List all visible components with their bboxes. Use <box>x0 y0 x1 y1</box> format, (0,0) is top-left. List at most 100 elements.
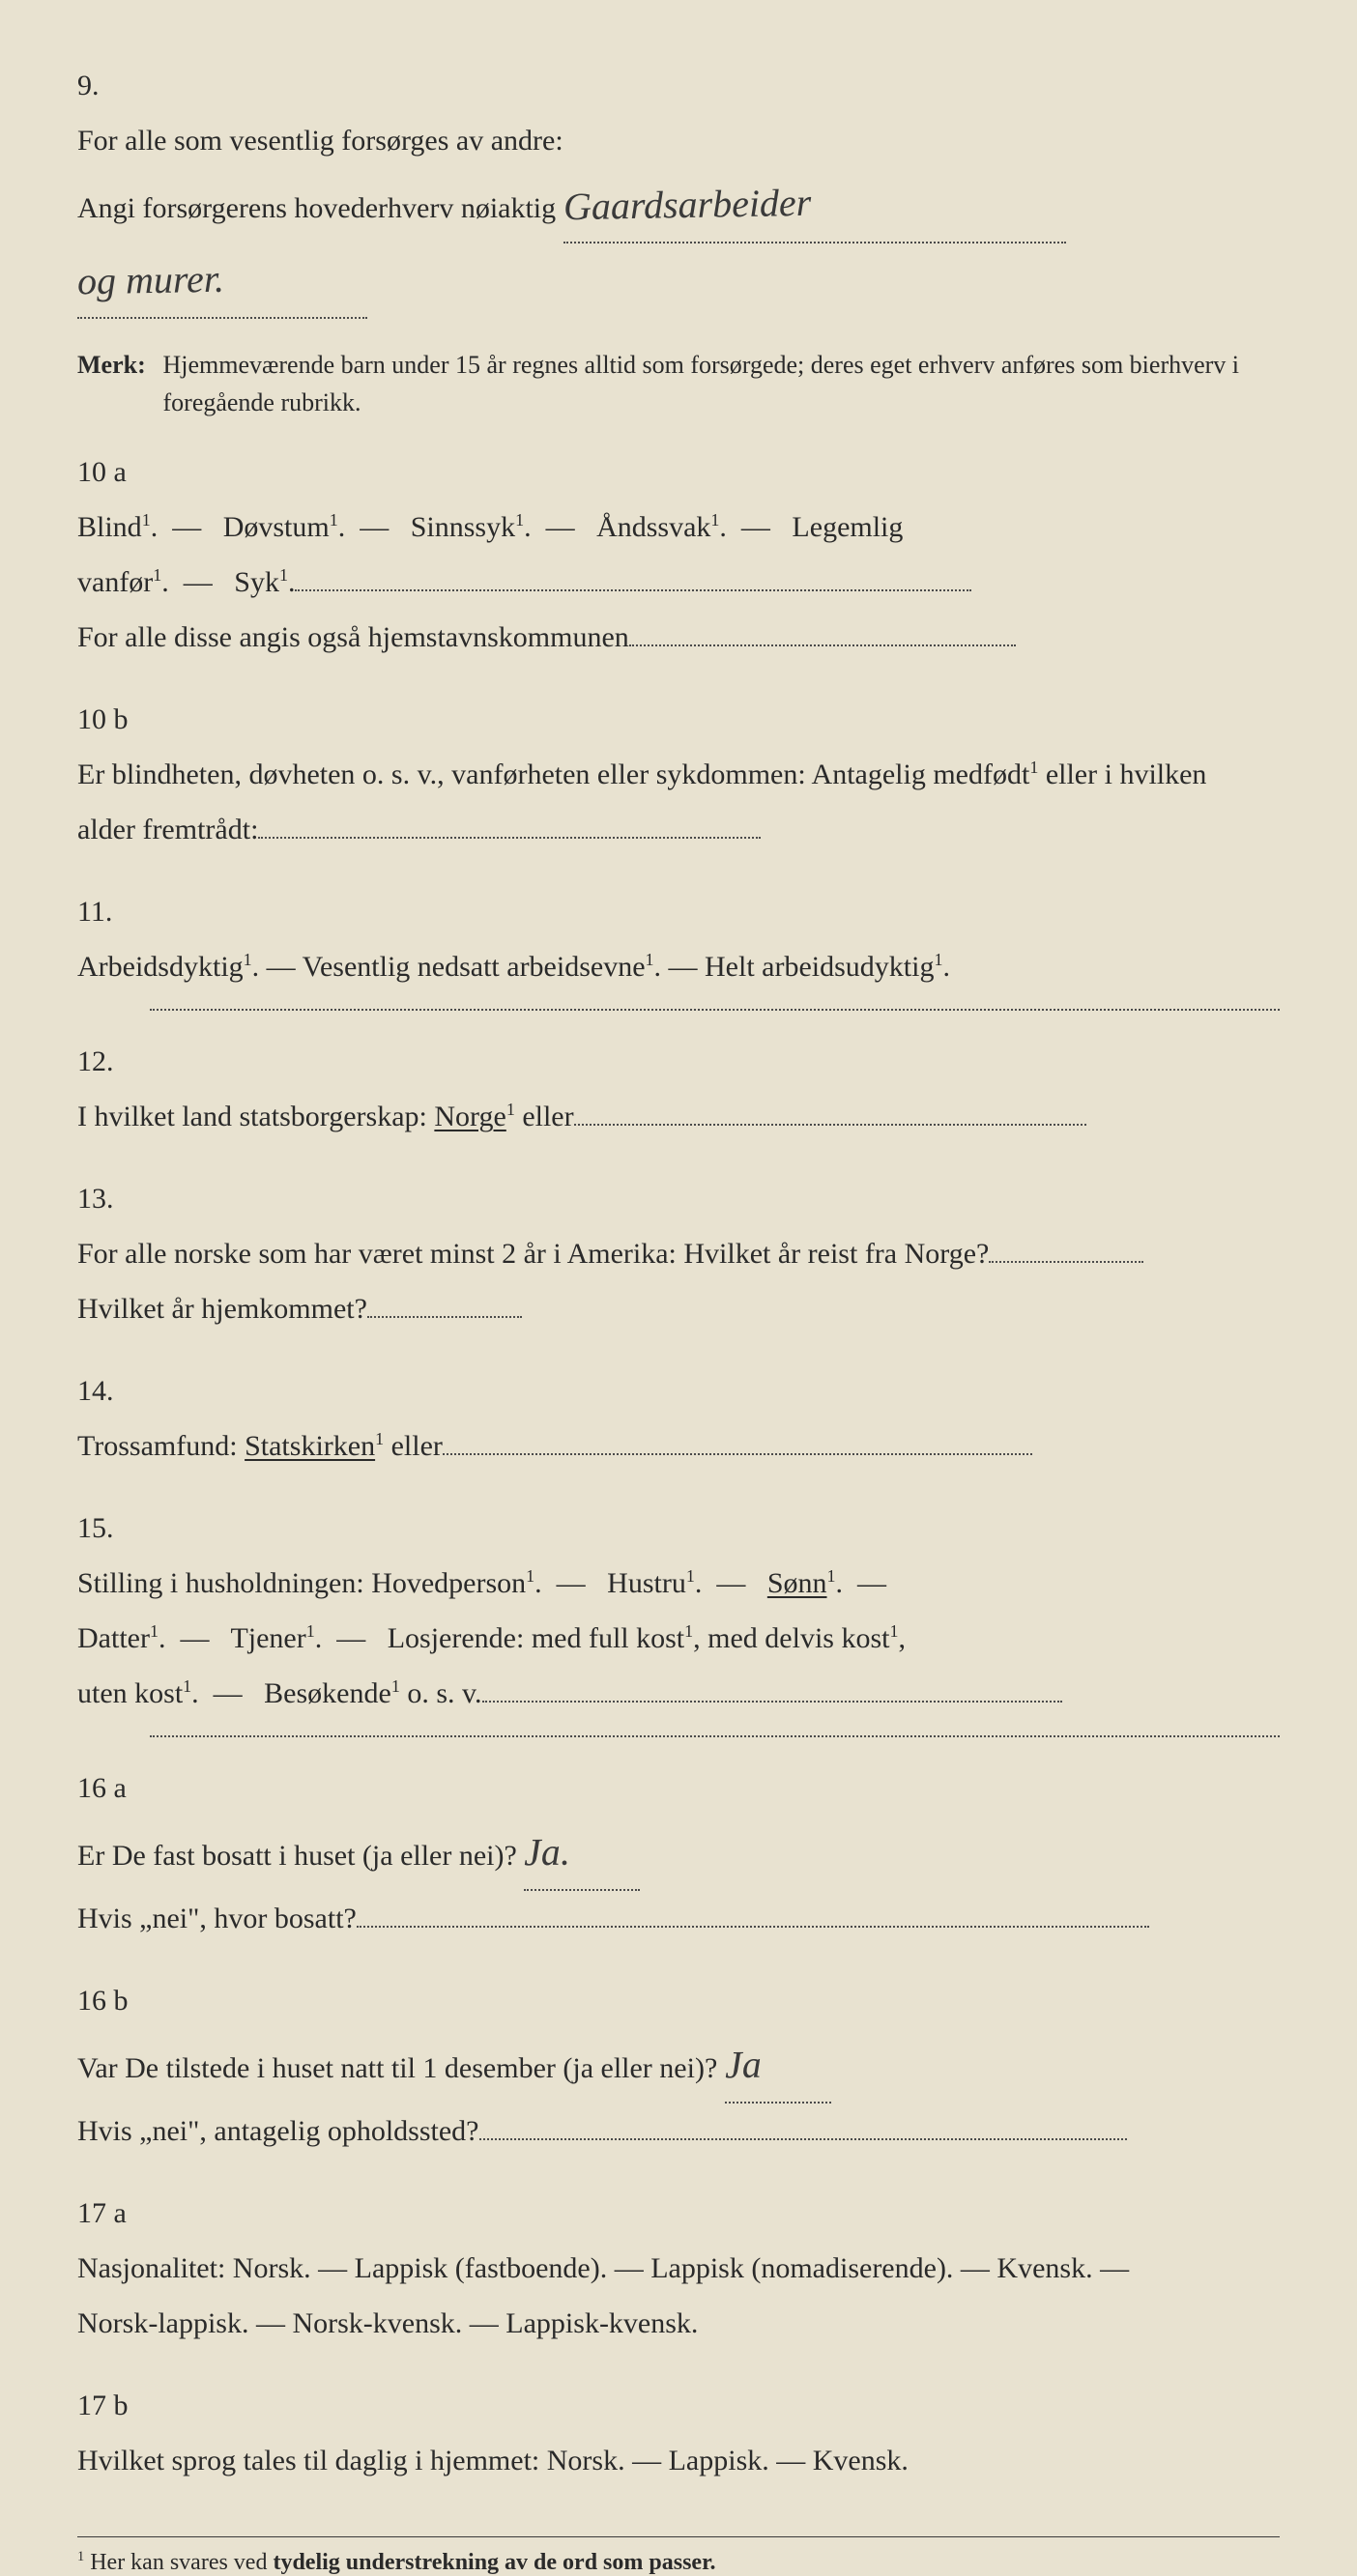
q15-t6b: med delvis kost <box>707 1622 889 1654</box>
q10b-text: Er blindheten, døvheten o. s. v., vanfør… <box>77 758 1029 790</box>
q15-t9: o. s. v. <box>407 1677 481 1709</box>
q15-t3: Sønn <box>767 1567 827 1599</box>
q9-fill-1: Gaardsarbeider <box>563 168 1066 243</box>
question-13: 13. For alle norske som har været minst … <box>77 1171 1280 1336</box>
q14-statskirken: Statskirken <box>245 1430 375 1462</box>
q12-text2: eller <box>522 1101 573 1132</box>
q17a-number: 17 a <box>77 2186 145 2241</box>
q16a-ans-fill: Ja. <box>524 1816 640 1891</box>
q16a-text1: Er De fast bosatt i huset (ja eller nei)… <box>77 1840 517 1872</box>
q13-body: For alle norske som har været minst 2 år… <box>77 1226 1207 1336</box>
q16a-text2: Hvis „nei", hvor bosatt? <box>77 1903 357 1934</box>
q9-handwritten-1: Gaardsarbeider <box>563 166 812 243</box>
q14-body: Trossamfund: Statskirken1 eller <box>77 1418 1207 1474</box>
q10a-number: 10 a <box>77 444 145 500</box>
footnote-text1: Her kan svares ved <box>90 2550 273 2575</box>
q10a-body: Blind1. — Døvstum1. — Sinnssyk1. — Åndss… <box>77 500 1207 665</box>
q17b-text: Hvilket sprog tales til daglig i hjemmet… <box>77 2445 909 2476</box>
q13-text2: Hvilket år hjemkommet? <box>77 1293 367 1325</box>
question-16a: 16 a Er De fast bosatt i huset (ja eller… <box>77 1760 1280 1946</box>
q11-body: Arbeidsdyktig1. — Vesentlig nedsatt arbe… <box>77 939 1207 994</box>
q12-norge: Norge <box>434 1101 505 1132</box>
question-12: 12. I hvilket land statsborgerskap: Norg… <box>77 1034 1280 1144</box>
q16b-answer: Ja <box>724 2028 762 2103</box>
q16b-body: Var De tilstede i huset natt til 1 desem… <box>77 2028 1207 2159</box>
q11-rule <box>150 1008 1280 1011</box>
q10a-vanfor: vanfør <box>77 566 153 598</box>
q9-number: 9. <box>77 58 145 113</box>
q11-t1: Arbeidsdyktig <box>77 951 244 983</box>
q10b-body: Er blindheten, døvheten o. s. v., vanfør… <box>77 747 1207 857</box>
q16a-fill2 <box>357 1926 1149 1928</box>
q9-line1: For alle som vesentlig forsørges av andr… <box>77 125 563 157</box>
footnote-sup: 1 <box>77 2549 84 2564</box>
q15-fill <box>482 1701 1062 1703</box>
q15-t4: Datter <box>77 1622 150 1654</box>
q10a-blind: Blind <box>77 511 142 543</box>
q16a-number: 16 a <box>77 1760 145 1816</box>
question-16b: 16 b Var De tilstede i huset natt til 1 … <box>77 1973 1280 2159</box>
q17b-number: 17 b <box>77 2378 145 2433</box>
q16a-answer: Ja. <box>524 1816 571 1890</box>
question-17b: 17 b Hvilket sprog tales til daglig i hj… <box>77 2378 1280 2488</box>
q9-handwritten-2: og murer. <box>76 243 224 319</box>
q14-text2: eller <box>391 1430 443 1462</box>
question-14: 14. Trossamfund: Statskirken1 eller <box>77 1363 1280 1474</box>
footnote-bold: tydelig understrekning av de ord som pas… <box>273 2550 715 2575</box>
q15-rule <box>150 1734 1280 1737</box>
q11-t3: Helt arbeidsudyktig <box>705 951 934 983</box>
census-form-page: 9. For alle som vesentlig forsørges av a… <box>0 0 1357 1979</box>
q16b-text1: Var De tilstede i huset natt til 1 desem… <box>77 2052 717 2084</box>
merk-label: Merk: <box>77 346 157 384</box>
q9-fill-2: og murer. <box>77 243 367 319</box>
q10b-fill <box>258 837 761 839</box>
q16b-ans-fill: Ja <box>725 2028 831 2104</box>
q15-t5: Tjener <box>230 1622 305 1654</box>
q13-fill2 <box>367 1316 522 1318</box>
q12-fill <box>574 1124 1086 1126</box>
q9-body: For alle som vesentlig forsørges av andr… <box>77 113 1207 319</box>
question-9: 9. For alle som vesentlig forsørges av a… <box>77 58 1280 319</box>
q15-number: 15. <box>77 1501 145 1556</box>
q15-t0: Stilling i husholdningen: <box>77 1567 371 1599</box>
q10a-fill2 <box>629 644 1016 646</box>
q15-t1: Hovedperson <box>371 1567 526 1599</box>
q10a-sinnssyk: Sinnssyk <box>411 511 515 543</box>
question-10a: 10 a Blind1. — Døvstum1. — Sinnssyk1. — … <box>77 444 1280 665</box>
q16b-number: 16 b <box>77 1973 145 2028</box>
q11-t2: Vesentlig nedsatt arbeidsevne <box>303 951 646 983</box>
q15-t8: Besøkende <box>264 1677 391 1709</box>
q17a-text: Nasjonalitet: Norsk. — Lappisk (fastboen… <box>77 2252 1129 2339</box>
q16a-body: Er De fast bosatt i huset (ja eller nei)… <box>77 1816 1207 1946</box>
q16b-text2: Hvis „nei", antagelig opholdssted? <box>77 2115 479 2147</box>
q14-text1: Trossamfund: <box>77 1430 245 1462</box>
q15-body: Stilling i husholdningen: Hovedperson1. … <box>77 1556 1207 1721</box>
q10b-number: 10 b <box>77 692 145 747</box>
q14-fill <box>443 1453 1032 1455</box>
q14-number: 14. <box>77 1363 145 1418</box>
q10a-line3: For alle disse angis også hjemstavnskomm… <box>77 621 629 653</box>
q11-number: 11. <box>77 884 145 939</box>
question-15: 15. Stilling i husholdningen: Hovedperso… <box>77 1501 1280 1721</box>
q10a-legemlig: Legemlig <box>792 511 903 543</box>
q16b-fill2 <box>479 2138 1127 2140</box>
merk-text: Hjemmeværende barn under 15 år regnes al… <box>163 346 1279 421</box>
q15-t7: uten kost <box>77 1677 183 1709</box>
question-11: 11. Arbeidsdyktig1. — Vesentlig nedsatt … <box>77 884 1280 994</box>
footnote: 1 Her kan svares ved tydelig understrekn… <box>77 2536 1280 2576</box>
q9-line2a: Angi forsørgerens hovederhverv nøiaktig <box>77 192 556 224</box>
q10a-syk: Syk <box>234 566 279 598</box>
question-10b: 10 b Er blindheten, døvheten o. s. v., v… <box>77 692 1280 857</box>
q10a-dovstum: Døvstum <box>223 511 330 543</box>
q13-fill1 <box>989 1261 1143 1263</box>
q12-body: I hvilket land statsborgerskap: Norge1 e… <box>77 1089 1207 1144</box>
q12-number: 12. <box>77 1034 145 1089</box>
q13-number: 13. <box>77 1171 145 1226</box>
q15-t2: Hustru <box>607 1567 686 1599</box>
q10a-fill <box>295 589 971 591</box>
q15-t6a: Losjerende: med full kost <box>388 1622 684 1654</box>
q12-text1: I hvilket land statsborgerskap: <box>77 1101 434 1132</box>
question-17a: 17 a Nasjonalitet: Norsk. — Lappisk (fas… <box>77 2186 1280 2351</box>
q13-text1: For alle norske som har været minst 2 år… <box>77 1238 989 1270</box>
q10a-andssvak: Åndssvak <box>596 511 710 543</box>
